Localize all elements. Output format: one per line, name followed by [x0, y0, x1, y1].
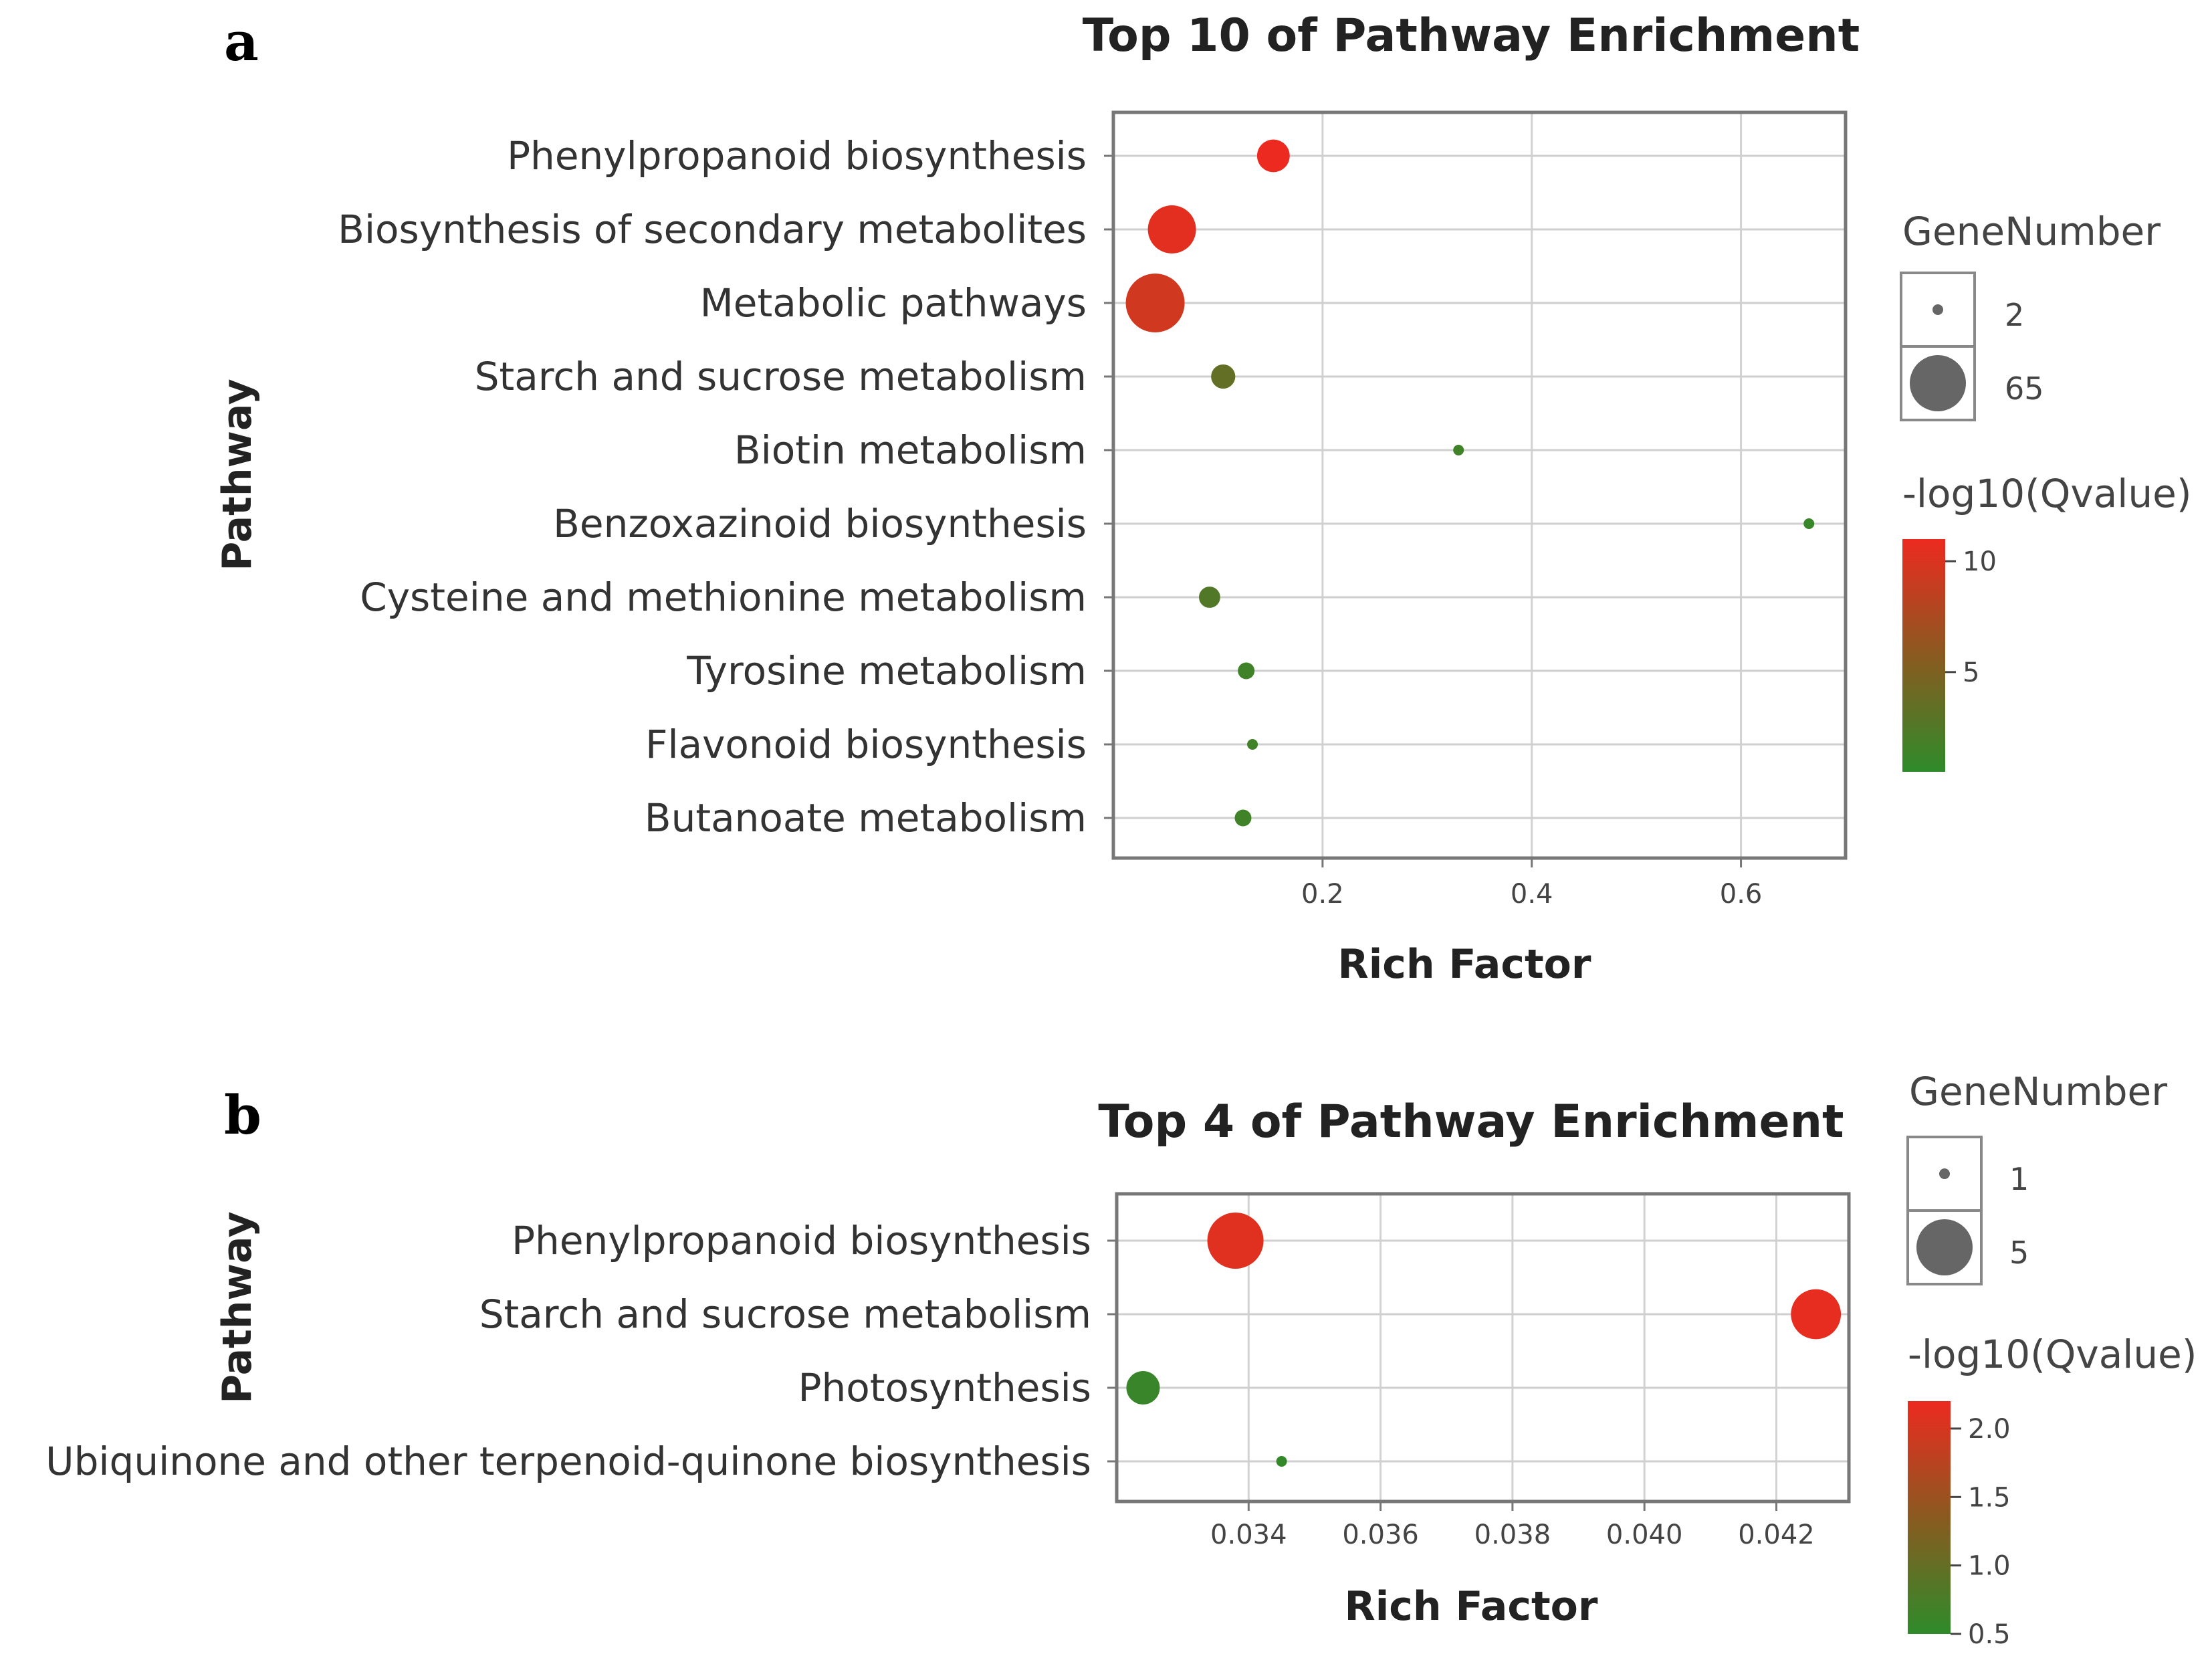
x-tick-label-b: 0.038: [1474, 1520, 1551, 1550]
grid-a: [1113, 112, 1846, 858]
size-legend-label-small-b: 1: [2009, 1161, 2029, 1197]
color-bar-tick-label-a: 5: [1963, 657, 1979, 688]
data-point-b: [1791, 1289, 1842, 1340]
color-bar-a: [1902, 539, 1945, 772]
data-point-a: [1211, 364, 1236, 389]
category-label-a: Benzoxazinoid biosynthesis: [553, 501, 1087, 546]
data-points-b: [1126, 1213, 1842, 1467]
category-label-b: Starch and sucrose metabolism: [479, 1291, 1091, 1337]
category-label-b: Photosynthesis: [798, 1365, 1091, 1411]
size-legend-a: GeneNumber 2 65: [1900, 209, 2161, 421]
data-point-a: [1147, 205, 1196, 253]
plot-frame-a: [1111, 110, 1848, 860]
chart-title-a: Top 10 of Pathway Enrichment: [1083, 9, 1860, 62]
size-legend-title-a: GeneNumber: [1902, 209, 2161, 254]
panel-letter-b: b: [224, 1083, 261, 1146]
color-bar-ticks-b: 2.0 1.5 1.0 0.5: [1951, 1414, 2011, 1650]
color-legend-b: -log10(Qvalue) 2.0 1.5 1.0 0.5: [1908, 1332, 2197, 1650]
panel-b: b Top 4 of Pathway Enrichment Rich Facto…: [45, 1069, 2197, 1650]
data-point-a: [1125, 274, 1185, 332]
y-axis-title-b: Pathway: [214, 1211, 261, 1403]
x-tick-label-a: 0.2: [1301, 879, 1344, 910]
category-label-b: Phenylpropanoid biosynthesis: [512, 1218, 1091, 1263]
color-bar-tick-label-b: 2.0: [1968, 1414, 2011, 1445]
x-tick-label-b: 0.036: [1342, 1520, 1419, 1550]
chart-title-b: Top 4 of Pathway Enrichment: [1098, 1096, 1844, 1148]
data-point-a: [1803, 518, 1815, 529]
data-point-a: [1256, 139, 1290, 173]
data-point-b: [1207, 1213, 1264, 1269]
x-tick-label-a: 0.4: [1511, 879, 1553, 910]
category-label-a: Starch and sucrose metabolism: [475, 354, 1087, 399]
y-axis-title-a: Pathway: [214, 379, 261, 570]
color-bar-b: [1908, 1401, 1951, 1634]
category-labels-a: Phenylpropanoid biosynthesis Biosynthesis…: [338, 133, 1087, 841]
size-legend-small-dot-b: [1939, 1168, 1950, 1179]
data-point-a: [1453, 445, 1464, 455]
x-axis-title-a: Rich Factor: [1338, 941, 1591, 988]
category-label-a: Biosynthesis of secondary metabolites: [338, 207, 1087, 252]
data-point-a: [1199, 587, 1220, 608]
panel-letter-a: a: [224, 10, 259, 73]
size-legend-small-dot-a: [1932, 304, 1943, 315]
data-point-a: [1238, 662, 1255, 680]
color-bar-ticks-a: 10 5: [1945, 546, 1997, 688]
size-legend-label-small-a: 2: [2005, 297, 2024, 333]
size-legend-large-dot-b: [1916, 1219, 1973, 1275]
size-legend-label-large-a: 65: [2005, 371, 2044, 407]
category-label-a: Cysteine and methionine metabolism: [360, 575, 1087, 620]
x-tick-label-a: 0.6: [1720, 879, 1763, 910]
category-labels-b: Phenylpropanoid biosynthesis Starch and s…: [45, 1218, 1091, 1484]
data-point-a: [1247, 739, 1258, 750]
size-legend-b: GeneNumber 1 5: [1906, 1069, 2167, 1285]
category-label-a: Flavonoid biosynthesis: [645, 722, 1087, 767]
category-label-a: Biotin metabolism: [734, 427, 1087, 473]
data-points-a: [1125, 139, 1815, 827]
size-legend-label-large-b: 5: [2009, 1235, 2029, 1271]
color-bar-tick-label-b: 1.0: [1968, 1551, 2011, 1582]
color-bar-tick-label-a: 10: [1963, 546, 1997, 577]
color-bar-tick-label-b: 0.5: [1968, 1619, 2011, 1650]
color-legend-title-a: -log10(Qvalue): [1902, 471, 2191, 516]
category-label-a: Tyrosine metabolism: [686, 648, 1087, 694]
x-tick-label-b: 0.042: [1738, 1520, 1815, 1550]
category-label-a: Metabolic pathways: [700, 280, 1087, 326]
x-axis-title-b: Rich Factor: [1345, 1583, 1598, 1630]
panel-a: a Top 10 of Pathway Enrichment Rich Fact…: [214, 9, 2191, 988]
plot-frame-b: [1115, 1192, 1851, 1503]
size-legend-title-b: GeneNumber: [1909, 1069, 2167, 1114]
x-ticks-a: 0.2 0.4 0.6: [1104, 154, 1763, 910]
category-label-a: Butanoate metabolism: [645, 795, 1087, 841]
x-tick-label-b: 0.034: [1210, 1520, 1287, 1550]
x-tick-label-b: 0.040: [1606, 1520, 1683, 1550]
category-label-b: Ubiquinone and other terpenoid-quinone b…: [45, 1439, 1091, 1484]
color-legend-a: -log10(Qvalue) 10 5: [1902, 471, 2191, 772]
data-point-b: [1126, 1371, 1160, 1405]
color-legend-title-b: -log10(Qvalue): [1908, 1332, 2197, 1377]
size-legend-large-dot-a: [1910, 355, 1966, 411]
category-label-a: Phenylpropanoid biosynthesis: [507, 133, 1087, 179]
data-point-a: [1234, 809, 1252, 827]
data-point-b: [1276, 1456, 1287, 1467]
x-ticks-b: 0.034 0.036 0.038 0.040 0.042: [1107, 1239, 1815, 1550]
color-bar-tick-label-b: 1.5: [1968, 1482, 2011, 1513]
